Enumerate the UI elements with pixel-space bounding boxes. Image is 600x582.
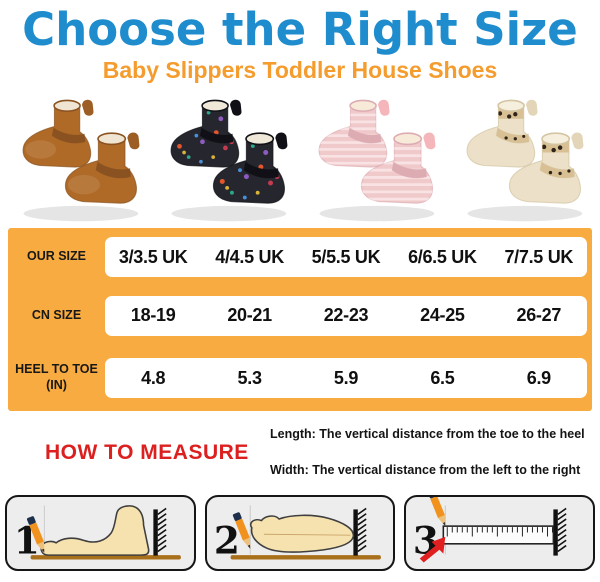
bootie-loop-tab bbox=[230, 99, 242, 116]
product-photos-row bbox=[0, 84, 600, 226]
product-pink-plush-booties bbox=[300, 92, 448, 226]
bootie-strap bbox=[391, 161, 427, 179]
pencil-icon bbox=[232, 512, 250, 549]
bootie-lining bbox=[201, 99, 229, 113]
product-cream-leopard-booties bbox=[448, 92, 596, 226]
table-row: CN SIZE 18-19 20-21 22-23 24-25 26-27 bbox=[8, 286, 592, 345]
arrow-icon bbox=[420, 537, 446, 563]
measure-step-panel-3: 3 bbox=[404, 495, 595, 572]
size-cell: 7/7.5 UK bbox=[504, 246, 574, 267]
size-cell: 20-21 bbox=[227, 305, 272, 326]
ruler-illustration bbox=[442, 525, 555, 545]
table-row: HEEL TO TOE (IN) 4.8 5.3 5.9 6.5 6.9 bbox=[8, 345, 592, 411]
wall-icon bbox=[353, 507, 367, 556]
foot-side-illustration bbox=[40, 505, 150, 556]
pencil-icon bbox=[26, 516, 45, 553]
bootie-lining bbox=[349, 99, 377, 113]
bootie-strap bbox=[495, 127, 530, 144]
product-photo-brown-fleece-booties bbox=[22, 99, 140, 222]
how-to-measure-section: HOW TO MEASURE Length: The vertical dist… bbox=[0, 415, 600, 495]
foot-top-illustration bbox=[249, 514, 354, 553]
measure-steps-row: 1 2 3 bbox=[0, 495, 600, 572]
size-cell: 4.8 bbox=[141, 367, 166, 388]
size-table: OUR SIZE 3/3.5 UK 4/4.5 UK 5/5.5 UK 6/6.5 U… bbox=[8, 228, 592, 412]
row-label: CN SIZE bbox=[31, 307, 82, 322]
length-note: Length: The vertical distance from the t… bbox=[270, 427, 585, 442]
bootie-lining bbox=[245, 132, 275, 146]
row-values: 18-19 20-21 22-23 24-25 26-27 bbox=[105, 295, 587, 336]
pencil-icon bbox=[428, 497, 446, 527]
how-to-measure-heading: HOW TO MEASURE bbox=[45, 441, 249, 465]
product-photo-pink-plush-booties bbox=[318, 99, 436, 222]
bootie-lining bbox=[393, 132, 423, 146]
product-photo-cream-leopard-booties bbox=[466, 99, 584, 222]
size-cell: 5/5.5 UK bbox=[311, 246, 381, 267]
bootie-loop-tab bbox=[423, 132, 436, 150]
size-cell: 5.9 bbox=[333, 367, 359, 388]
bootie-strap bbox=[51, 127, 86, 144]
bootie-strap bbox=[95, 161, 131, 179]
width-note: Width: The vertical distance from the le… bbox=[270, 463, 581, 478]
product-photo-black-dinosaur-print-booties bbox=[170, 99, 288, 222]
size-cell: 6/6.5 UK bbox=[408, 246, 477, 267]
bootie-strap bbox=[199, 127, 234, 144]
floor-line bbox=[30, 555, 181, 560]
subtitle: Baby Slippers Toddler House Shoes bbox=[102, 57, 498, 84]
wall-icon bbox=[553, 507, 567, 556]
row-label: OUR SIZE bbox=[26, 249, 87, 264]
bootie-loop-tab bbox=[82, 99, 94, 116]
bootie-lining bbox=[497, 99, 525, 113]
row-values: 3/3.5 UK 4/4.5 UK 5/5.5 UK 6/6.5 UK 7/7.5 UK bbox=[105, 237, 587, 278]
table-row: OUR SIZE 3/3.5 UK 4/4.5 UK 5/5.5 UK 6/6.5 U… bbox=[8, 228, 592, 286]
bootie-loop-tab bbox=[275, 132, 288, 150]
wall-icon bbox=[153, 507, 167, 556]
bootie-loop-tab bbox=[127, 132, 140, 150]
product-brown-fleece-booties bbox=[4, 92, 152, 226]
size-cell: 26-27 bbox=[516, 305, 562, 326]
size-cell: 6.5 bbox=[430, 367, 455, 388]
floor-line bbox=[230, 555, 381, 560]
bootie-loop-tab bbox=[526, 99, 538, 116]
measure-step-panel-2: 2 bbox=[204, 495, 396, 572]
size-cell: 5.3 bbox=[237, 367, 262, 388]
row-label: HEEL TO TOE (IN) bbox=[15, 362, 98, 393]
bootie-strap bbox=[243, 161, 279, 179]
size-cell: 6.9 bbox=[526, 367, 551, 388]
size-cell: 18-19 bbox=[130, 305, 176, 326]
main-title: Choose the Right Size bbox=[22, 3, 578, 56]
bootie-lining bbox=[541, 132, 571, 146]
measure-step-panel-1: 1 bbox=[5, 495, 196, 572]
size-cell: 24-25 bbox=[420, 305, 465, 326]
product-black-dinosaur-print-booties bbox=[152, 92, 300, 226]
row-values: 4.8 5.3 5.9 6.5 6.9 bbox=[105, 358, 587, 399]
bootie-lining bbox=[53, 99, 81, 113]
size-cell: 3/3.5 UK bbox=[118, 246, 188, 267]
bootie-loop-tab bbox=[378, 99, 390, 116]
size-cell: 4/4.5 UK bbox=[215, 246, 284, 267]
header: Choose the Right Size Baby Slippers Todd… bbox=[0, 0, 600, 84]
bootie-strap bbox=[347, 127, 382, 144]
bootie-strap bbox=[539, 161, 575, 179]
bootie-loop-tab bbox=[571, 132, 584, 150]
size-cell: 22-23 bbox=[323, 305, 369, 326]
bootie-lining bbox=[97, 132, 127, 146]
